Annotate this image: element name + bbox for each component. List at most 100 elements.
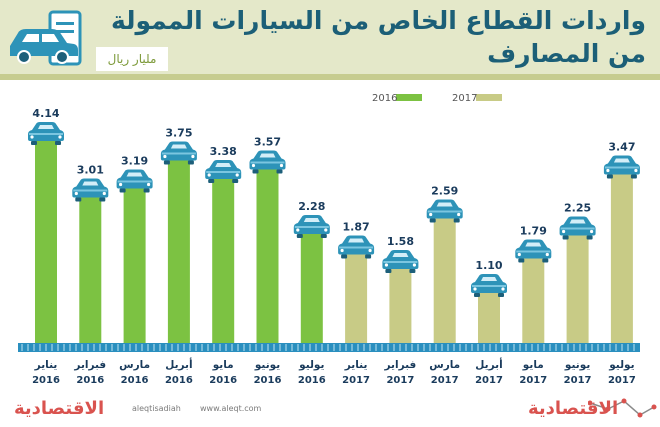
data-label: 2.59 [431, 185, 458, 198]
x-tick-year: 2016 [298, 375, 326, 386]
footer-brand-right: الاقتصادية [528, 398, 619, 419]
trend-line-icon [588, 398, 657, 418]
x-tick-year: 2016 [165, 375, 193, 386]
car-icon [515, 239, 552, 263]
car-icon [426, 199, 463, 223]
bar-group: 3.57 [249, 136, 286, 343]
car-icon [72, 178, 109, 202]
car-icon [559, 216, 596, 240]
bar [345, 249, 368, 343]
bar-group: 4.14 [28, 107, 64, 343]
bar-group: 3.75 [160, 127, 197, 343]
x-tick-month: يناير [34, 359, 58, 371]
data-label: 1.87 [343, 221, 370, 234]
bar [35, 136, 57, 343]
x-tick-year: 2017 [475, 375, 503, 386]
bar-group: 1.10 [471, 259, 507, 343]
x-tick-year: 2017 [431, 375, 459, 386]
x-tick-month: أبريل [165, 357, 192, 371]
x-tick-year: 2016 [209, 375, 237, 386]
car-logo-icon [10, 10, 82, 66]
data-label: 3.75 [165, 127, 192, 140]
data-label: 3.19 [121, 155, 148, 168]
bar [610, 169, 633, 343]
x-tick-month: مارس [429, 359, 460, 371]
bar [433, 213, 456, 343]
x-axis [18, 343, 640, 352]
x-tick-year: 2017 [386, 375, 414, 386]
x-tick-month: يناير [344, 359, 368, 371]
x-tick-labels: يناير 2016 فبراير 2016 مارس 2016 أبريل 2016 مايو… [32, 357, 636, 386]
bar-group: 3.47 [603, 141, 640, 343]
data-label: 2.25 [564, 202, 591, 215]
bar [389, 264, 412, 343]
legend-swatch [476, 94, 502, 101]
data-label: 1.58 [387, 235, 414, 248]
x-tick-month: مارس [119, 359, 150, 371]
bar-group: 3.19 [116, 155, 153, 343]
bar [566, 230, 589, 343]
chart-title-line2: من المصارف [487, 39, 646, 68]
x-axis-band [18, 343, 640, 352]
footer-website: www.aleqt.com [200, 404, 262, 413]
bars-group: 4.14 3.01 3.19 3.75 3.38 3.57 2.28 1.87 1.58 2.59… [28, 107, 640, 343]
legend-item-2017: 2017 [452, 93, 502, 104]
x-tick-year: 2017 [519, 375, 547, 386]
bar-group: 1.79 [515, 225, 552, 343]
car-icon [249, 150, 286, 174]
car-icon [603, 155, 640, 179]
car-icon [160, 141, 197, 165]
bar-group: 1.58 [382, 235, 419, 343]
data-label: 1.79 [520, 225, 547, 238]
car-icon [116, 169, 153, 193]
header: واردات القطاع الخاص من السيارات الممولة … [0, 0, 660, 80]
car-icon [28, 122, 64, 145]
bar-group: 2.59 [426, 185, 463, 343]
data-label: 2.28 [298, 200, 325, 213]
bar [478, 288, 500, 343]
footer-twitter: aleqtisadiah [132, 404, 181, 413]
bar [79, 192, 102, 343]
x-tick-month: يوليو [608, 359, 634, 371]
x-tick-year: 2017 [342, 375, 370, 386]
x-tick-month: مايو [522, 359, 544, 371]
x-tick-month: أبريل [475, 357, 502, 371]
data-label: 3.38 [210, 145, 237, 158]
bar [212, 174, 235, 343]
data-label: 1.10 [475, 259, 502, 272]
x-tick-month: يوليو [298, 359, 324, 371]
data-label: 3.47 [608, 141, 635, 154]
x-tick-month: يونيو [254, 359, 280, 371]
legend: 2016 2017 [372, 93, 502, 104]
legend-item-2016: 2016 [372, 93, 422, 104]
data-label: 3.01 [77, 164, 104, 177]
car-icon [338, 235, 375, 259]
x-tick-year: 2017 [564, 375, 592, 386]
x-tick-month: فبراير [73, 359, 106, 371]
bar [167, 155, 190, 343]
unit-label: مليار ريال [96, 47, 168, 71]
data-label: 4.14 [32, 107, 59, 120]
bar-chart: 2016 2017 4.14 3.01 3.19 3.75 3.38 3.57 2.28 1.8… [18, 93, 640, 386]
bar-group: 3.38 [205, 145, 242, 343]
car-icon [205, 160, 242, 183]
car-icon [293, 215, 330, 238]
x-tick-year: 2016 [76, 375, 104, 386]
legend-label: 2016 [372, 93, 397, 104]
bar-group: 2.25 [559, 202, 596, 343]
car-icon [471, 274, 507, 297]
data-label: 3.57 [254, 136, 281, 149]
bar-group: 1.87 [338, 221, 375, 343]
footer: الاقتصادية aleqtisadiah www.aleqt.com ال… [0, 393, 660, 427]
bar-group: 2.28 [293, 200, 330, 343]
bar [522, 253, 545, 343]
car-icon [382, 250, 419, 273]
x-tick-month: يونيو [564, 359, 590, 371]
x-tick-year: 2016 [254, 375, 282, 386]
chart-title: واردات القطاع الخاص من السيارات الممولة [110, 6, 646, 35]
bar [256, 164, 279, 343]
x-tick-year: 2017 [608, 375, 636, 386]
x-tick-year: 2016 [121, 375, 149, 386]
x-tick-month: مايو [212, 359, 234, 371]
